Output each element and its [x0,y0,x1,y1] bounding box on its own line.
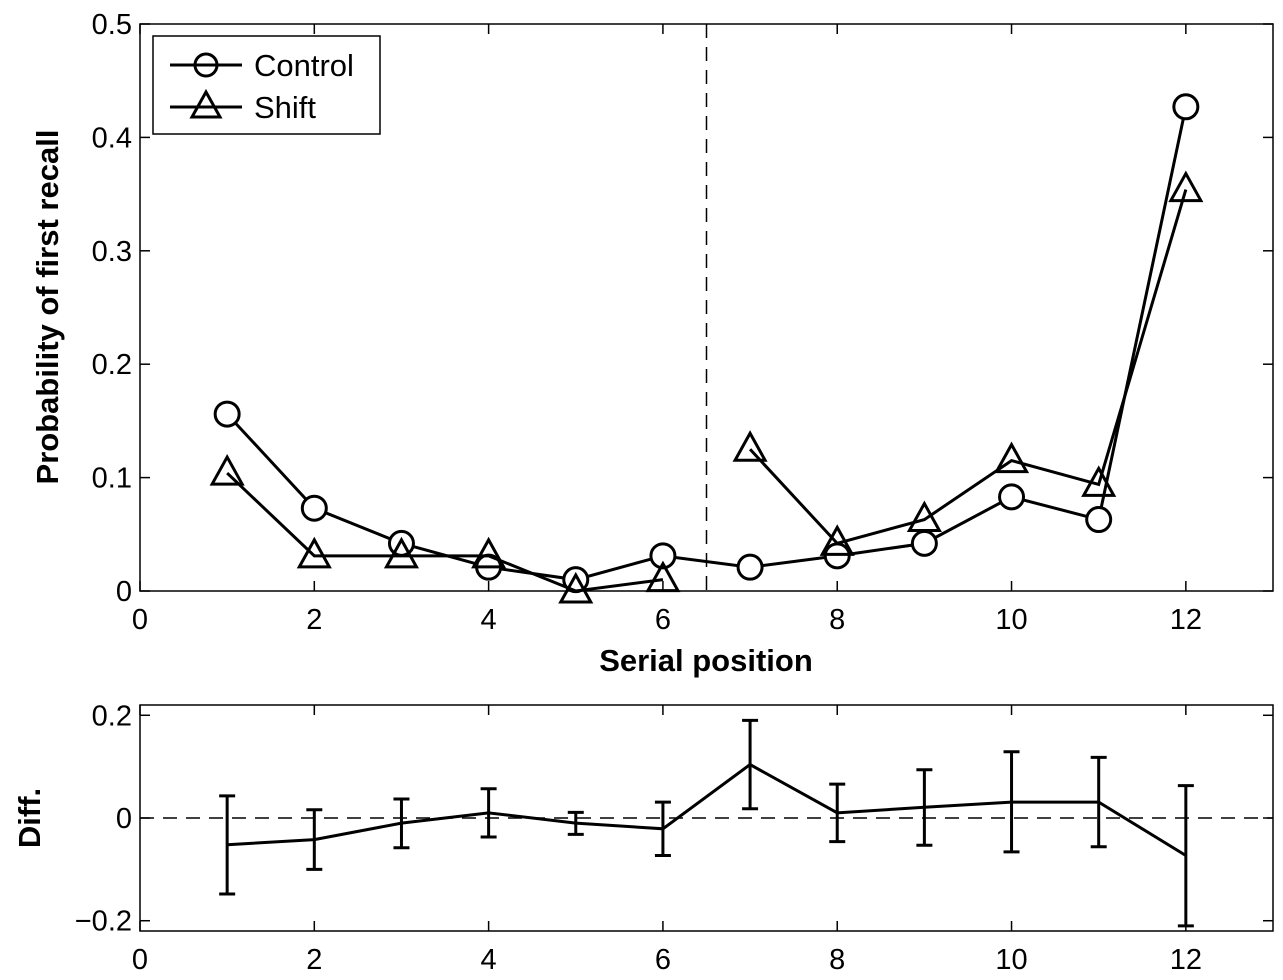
shift-point [558,571,594,604]
bottom-y-tick-label: 0.2 [92,700,132,732]
diff-line [227,762,1187,857]
control-line [226,106,1188,582]
bottom-x-tick-label: 8 [829,944,845,976]
top-x-tick-label: 0 [132,604,148,636]
top-x-tick-label: 8 [829,604,845,636]
top-x-tick-label: 2 [306,604,322,636]
top-y-tick-label: 0.3 [92,236,132,268]
top-x-tick-label: 4 [481,604,497,636]
shift-point [1168,170,1204,203]
shift-point [906,500,942,533]
top-axis-ticks: 0 2 4 6 8 10 12 0 0.1 0.2 0.3 0.4 0.5 [92,9,1273,636]
top-x-tick-label: 12 [1170,604,1202,636]
control-point [736,553,764,581]
bottom-x-tick-label: 2 [306,944,322,976]
legend-control-label: Control [254,48,354,83]
shift-point [383,536,420,569]
legend-shift-marker [189,88,223,119]
control-point [1172,93,1200,121]
legend-shift-label: Shift [254,90,316,125]
control-point [213,400,241,428]
bottom-axis-ticks: 0 2 4 6 8 10 12−0.200.2 [75,700,1273,976]
top-x-axis-label: Serial position [599,643,813,678]
top-y-tick-label: 0.5 [92,9,132,41]
top-y-tick-label: 0.2 [92,349,132,381]
control-point [1085,506,1113,534]
control-point [998,483,1026,511]
bottom-x-tick-label: 12 [1170,944,1202,976]
shift-line [226,471,664,593]
shift-point [645,560,681,593]
top-series-group [209,93,1204,604]
top-y-tick-label: 0 [116,576,132,608]
top-y-tick-label: 0.4 [92,122,132,154]
bottom-x-tick-label: 0 [132,944,148,976]
shift-point [471,536,507,569]
shift-point [993,441,1030,474]
top-x-tick-label: 10 [995,604,1027,636]
shift-point [296,536,332,569]
shift-point [819,524,855,556]
bottom-x-tick-label: 4 [481,944,497,976]
legend: Control Shift [152,35,381,135]
bottom-x-tick-label: 6 [655,944,671,976]
shift-point [209,453,245,486]
shift-line [748,189,1188,546]
top-x-tick-label: 6 [655,604,671,636]
control-point [910,529,938,557]
bottom-y-tick-label: −0.2 [75,906,132,938]
bottom-y-tick-label: 0 [116,803,132,835]
top-panel: 0 2 4 6 8 10 12 0 0.1 0.2 0.3 0.4 0.5 Serial positio… [30,9,1274,678]
bottom-panel: 0 2 4 6 8 10 12−0.200.2 Diff. [12,700,1274,976]
legend-control-marker [193,52,219,78]
shift-point [732,430,768,462]
top-y-tick-label: 0.1 [92,463,132,495]
bottom-series-group [219,718,1194,928]
bottom-x-tick-label: 10 [995,944,1027,976]
top-y-axis-label: Probability of first recall [30,130,65,485]
control-point [300,494,328,522]
bottom-y-axis-label: Diff. [12,788,47,848]
control-point [387,529,415,557]
shift-point [1081,465,1117,497]
control-point [649,542,677,570]
